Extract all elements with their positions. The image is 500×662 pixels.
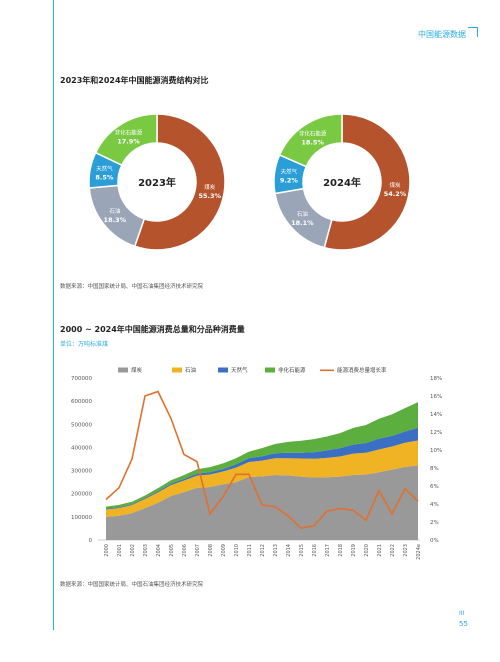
header-corner-icon xyxy=(468,27,478,37)
donut-0-label-gas: 天然气 xyxy=(96,164,113,172)
legend-label-2: 天然气 xyxy=(231,366,248,374)
y-tick-right-7: 14% xyxy=(430,412,442,418)
x-tick-2003: 2003 xyxy=(143,544,149,557)
x-tick-2005: 2005 xyxy=(169,544,175,557)
donut-0-value-nonfossil: 17.9% xyxy=(117,138,140,146)
x-tick-2009: 2009 xyxy=(221,544,227,557)
legend-label-4: 能源消费总量增长率 xyxy=(337,366,387,374)
donut-1-slice-nonfossil xyxy=(278,113,343,168)
donut-1-label-oil: 石油 xyxy=(297,210,309,218)
donut-1-slice-coal xyxy=(323,113,411,251)
donut-0-label-nonfossil: 非化石能源 xyxy=(115,129,143,137)
y-tick-right-9: 18% xyxy=(430,376,442,382)
x-tick-2002: 2002 xyxy=(130,544,136,557)
donut-0-slice-coal xyxy=(133,113,226,251)
area-unit-note: 单位：万吨标准煤 xyxy=(60,341,109,348)
donut-0-slice-nonfossil xyxy=(94,113,158,167)
legend-swatch-2 xyxy=(218,367,228,373)
x-tick-2018: 2018 xyxy=(338,544,344,557)
x-tick-2019: 2019 xyxy=(351,544,357,557)
y-tick-left-7: 700000 xyxy=(71,376,92,382)
legend-label-3: 非化石能源 xyxy=(278,366,306,374)
x-tick-2016: 2016 xyxy=(312,544,318,557)
donut-0-value-gas: 8.5% xyxy=(95,173,114,181)
y-tick-left-3: 300000 xyxy=(71,469,92,475)
donut-1-value-nonfossil: 18.5% xyxy=(301,138,324,146)
x-tick-2012: 2012 xyxy=(260,544,266,557)
area-source-note: 数据来源：中国国家统计局、中国石油集团经济技术研究院 xyxy=(60,582,204,588)
x-tick-2013: 2013 xyxy=(273,544,279,557)
growth-rate-line xyxy=(105,390,419,530)
area-section-title: 2000 ~ 2024年中国能源消费总量和分品种消费量 xyxy=(60,325,245,334)
donut-0-center-label: 2023年 xyxy=(138,176,176,189)
x-tick-2006: 2006 xyxy=(182,544,188,557)
x-tick-2022: 2022 xyxy=(390,544,396,557)
y-tick-right-5: 10% xyxy=(430,448,442,454)
donut-1-value-oil: 18.1% xyxy=(291,219,314,227)
y-tick-right-8: 16% xyxy=(430,394,442,400)
y-tick-right-4: 8% xyxy=(430,466,439,472)
page-number: 55 xyxy=(459,620,468,628)
donut-source-note: 数据来源：中国国家统计局、中国石油集团经济技术研究院 xyxy=(60,284,204,290)
x-tick-2004: 2004 xyxy=(156,544,162,557)
y-tick-right-1: 2% xyxy=(430,520,439,526)
page-mark: III xyxy=(459,610,465,617)
donut-0-label-oil: 石油 xyxy=(109,207,121,215)
y-tick-right-3: 6% xyxy=(430,484,439,490)
legend-label-1: 石油 xyxy=(185,366,197,374)
x-tick-2021: 2021 xyxy=(377,544,383,557)
area-series-gas xyxy=(106,427,418,510)
donut-section-title: 2023年和2024年中国能源消费结构对比 xyxy=(60,76,209,85)
x-tick-2011: 2011 xyxy=(247,544,253,557)
area-series-coal xyxy=(106,465,418,540)
legend-swatch-4 xyxy=(320,369,334,372)
donut-1-value-coal: 54.2% xyxy=(384,190,407,198)
page-margin-line xyxy=(53,0,54,630)
donut-1-label-coal: 煤炭 xyxy=(390,181,402,189)
x-tick-2008: 2008 xyxy=(208,544,214,557)
legend-swatch-3 xyxy=(265,367,275,373)
y-tick-right-2: 4% xyxy=(430,502,439,508)
donut-1-label-nonfossil: 非化石能源 xyxy=(299,129,327,137)
y-tick-right-6: 12% xyxy=(430,430,442,436)
x-tick-2024e: 2024e xyxy=(416,544,422,560)
x-tick-2014: 2014 xyxy=(286,544,292,557)
y-tick-left-5: 500000 xyxy=(71,422,92,428)
x-tick-2000: 2000 xyxy=(104,544,110,557)
legend-swatch-1 xyxy=(172,367,182,373)
y-tick-left-1: 100000 xyxy=(71,515,92,521)
x-tick-2023: 2023 xyxy=(403,544,409,557)
donut-0-value-oil: 18.3% xyxy=(104,216,127,224)
y-tick-right-0: 0% xyxy=(430,538,439,544)
donut-1-value-gas: 9.2% xyxy=(280,177,299,185)
y-tick-left-2: 200000 xyxy=(71,492,92,498)
x-tick-2010: 2010 xyxy=(234,544,240,557)
x-tick-2007: 2007 xyxy=(195,544,201,557)
legend-swatch-0 xyxy=(118,367,128,373)
donut-0-label-coal: 煤炭 xyxy=(204,183,216,191)
y-tick-left-0: 0 xyxy=(89,538,93,544)
donut-1-center-label: 2024年 xyxy=(323,176,361,189)
donut-0-value-coal: 55.3% xyxy=(198,192,221,200)
x-tick-2020: 2020 xyxy=(364,544,370,557)
x-tick-2001: 2001 xyxy=(117,544,123,557)
header-title: 中国能源数据 xyxy=(418,30,466,39)
y-tick-left-4: 400000 xyxy=(71,445,92,451)
legend-label-0: 煤炭 xyxy=(131,366,143,374)
area-series-oil xyxy=(106,440,418,517)
x-tick-2017: 2017 xyxy=(325,544,331,557)
y-tick-left-6: 600000 xyxy=(71,399,92,405)
donut-1-label-gas: 天然气 xyxy=(281,168,298,176)
area-series-nonfossil xyxy=(106,402,418,509)
x-tick-2015: 2015 xyxy=(299,544,305,557)
